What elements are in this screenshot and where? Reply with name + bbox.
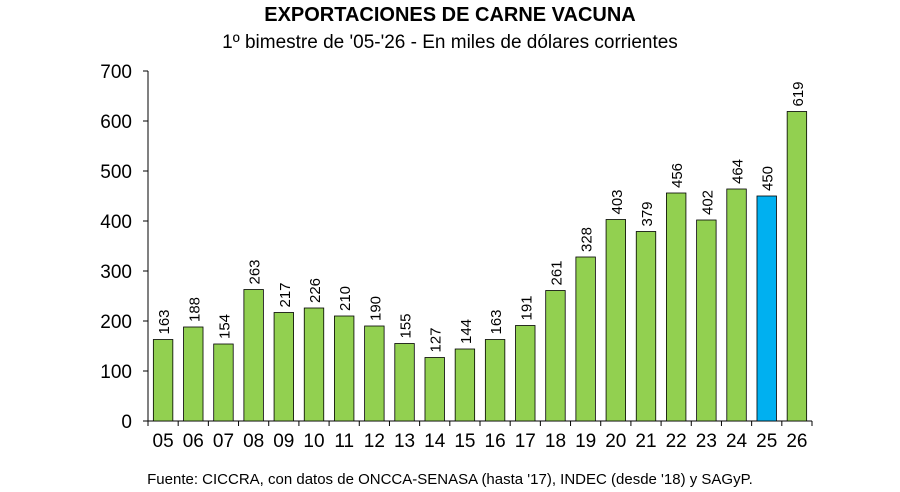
bar-19 xyxy=(575,256,596,422)
x-tick-label-24: 24 xyxy=(726,431,748,452)
x-tick-label-11: 11 xyxy=(334,431,354,452)
bar-09 xyxy=(273,312,294,422)
bar-24 xyxy=(726,188,747,422)
y-tick-label: 400 xyxy=(100,212,132,233)
y-tick-label: 700 xyxy=(100,62,132,83)
bar-07 xyxy=(213,343,234,422)
x-tick-label-16: 16 xyxy=(485,431,506,452)
x-tick-label-19: 19 xyxy=(575,431,596,452)
bar-26 xyxy=(786,111,808,422)
x-tick-label-06: 06 xyxy=(183,431,204,452)
x-tick-label-26: 26 xyxy=(786,431,807,452)
x-tick-label-07: 07 xyxy=(213,431,234,452)
bar-08 xyxy=(243,289,264,422)
bar-05 xyxy=(152,339,174,422)
bar-23 xyxy=(696,219,717,422)
data-label-22: 456 xyxy=(669,163,686,188)
data-label-06: 188 xyxy=(186,297,203,322)
data-label-08: 263 xyxy=(247,259,264,284)
data-label-13: 155 xyxy=(398,313,415,338)
data-label-10: 226 xyxy=(307,278,324,303)
y-tick-label: 0 xyxy=(121,412,132,433)
x-tick-label-17: 17 xyxy=(515,431,536,452)
data-label-15: 144 xyxy=(458,319,475,344)
data-label-12: 190 xyxy=(367,296,384,321)
x-tick-label-08: 08 xyxy=(243,431,264,452)
y-tick-label: 200 xyxy=(100,312,132,333)
bar-13 xyxy=(394,343,415,422)
y-tick-label: 100 xyxy=(100,362,132,383)
bar-06 xyxy=(183,326,204,422)
x-tick-label-12: 12 xyxy=(364,431,385,452)
x-tick-label-09: 09 xyxy=(273,431,294,452)
chart-title: EXPORTACIONES DE CARNE VACUNA xyxy=(264,4,636,26)
data-label-23: 402 xyxy=(699,190,716,215)
data-label-09: 217 xyxy=(277,282,294,307)
bar-22 xyxy=(666,192,687,422)
y-tick-label: 500 xyxy=(100,162,132,183)
data-label-24: 464 xyxy=(730,159,747,184)
x-tick-label-23: 23 xyxy=(696,431,717,452)
data-label-20: 403 xyxy=(609,189,626,214)
x-tick-label-10: 10 xyxy=(303,431,324,452)
bar-11 xyxy=(334,315,355,422)
x-tick-label-13: 13 xyxy=(394,431,415,452)
data-label-14: 127 xyxy=(428,327,445,352)
data-label-25: 450 xyxy=(760,166,777,191)
x-tick-label-14: 14 xyxy=(424,431,446,452)
data-label-17: 191 xyxy=(518,295,535,320)
bar-15 xyxy=(454,348,476,422)
x-tick-label-22: 22 xyxy=(666,431,687,452)
bar-25 xyxy=(756,195,777,422)
bar-10 xyxy=(303,307,325,422)
bar-12 xyxy=(364,325,385,422)
chart-source: Fuente: CICCRA, con datos de ONCCA-SENAS… xyxy=(147,471,753,488)
data-label-19: 328 xyxy=(579,227,596,252)
bar-17 xyxy=(515,325,536,422)
data-label-07: 154 xyxy=(216,314,233,339)
y-tick-label: 600 xyxy=(100,112,132,133)
data-label-26: 619 xyxy=(790,81,807,106)
x-tick-label-15: 15 xyxy=(454,431,475,452)
data-label-11: 210 xyxy=(337,286,354,311)
y-tick-label: 300 xyxy=(100,262,132,283)
x-tick-label-25: 25 xyxy=(756,431,777,452)
data-label-21: 379 xyxy=(639,201,656,226)
bar-14 xyxy=(424,357,445,422)
x-tick-label-05: 05 xyxy=(153,431,174,452)
chart-subtitle: 1º bimestre de '05-'26 - En miles de dól… xyxy=(222,32,678,53)
bar-18 xyxy=(545,290,566,422)
data-label-05: 163 xyxy=(156,309,173,334)
data-label-18: 261 xyxy=(548,260,565,285)
x-tick-label-20: 20 xyxy=(605,431,626,452)
bar-21 xyxy=(635,231,657,422)
bar-20 xyxy=(605,219,626,422)
data-label-16: 163 xyxy=(488,309,505,334)
x-tick-label-21: 21 xyxy=(635,431,656,452)
x-tick-label-18: 18 xyxy=(545,431,566,452)
bar-16 xyxy=(484,339,506,422)
